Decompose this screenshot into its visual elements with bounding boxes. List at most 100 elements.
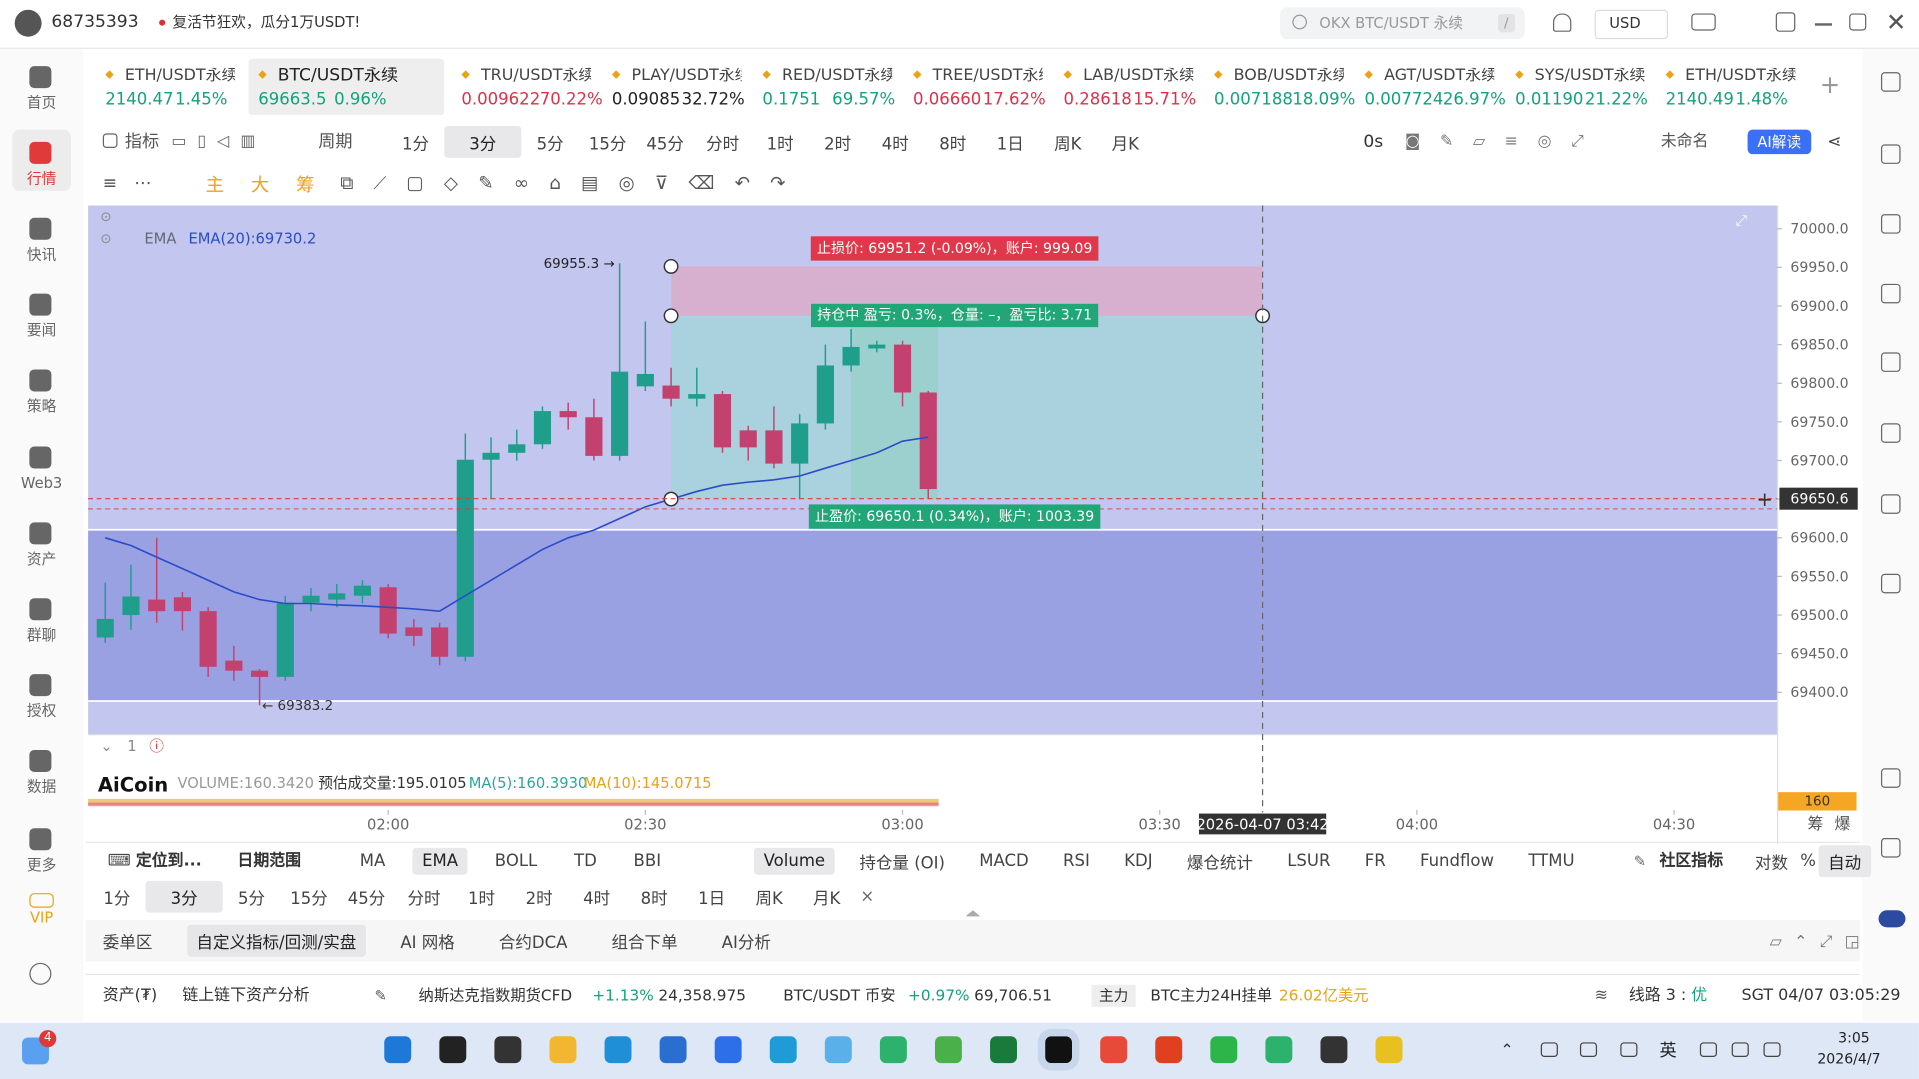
period[interactable]: 1日 (698, 889, 726, 909)
sidebar-label[interactable]: 要闻 (26, 321, 57, 339)
period[interactable]: 周K (1054, 134, 1082, 155)
period[interactable]: 月K (812, 889, 841, 909)
axis-extra[interactable]: 爆 (1834, 815, 1851, 834)
sidebar-icon[interactable] (29, 893, 54, 908)
line-label[interactable]: 线路 3 : (1628, 986, 1687, 1006)
draw-tool[interactable]: 主 (205, 173, 224, 196)
draw-tool[interactable]: 大 (250, 173, 270, 196)
taskbar-app[interactable] (384, 1036, 412, 1064)
ticker[interactable]: ◆ TREE/USDT永续 0.06660 17.62% (906, 59, 1057, 115)
right-icon[interactable] (1880, 573, 1901, 594)
assets[interactable]: 资产(₮) (102, 986, 158, 1006)
sub-indicator[interactable]: RSI (1063, 851, 1090, 872)
right-icon[interactable] (1880, 283, 1901, 304)
sub-indicator[interactable]: KDJ (1124, 851, 1153, 872)
period[interactable]: 3分 (444, 126, 522, 158)
bottom-tab[interactable]: 组合下单 (611, 933, 678, 954)
scale-option[interactable]: 对数 (1754, 853, 1788, 874)
fullscreen[interactable]: ⤢ (1735, 211, 1748, 229)
sidebar-label[interactable]: 数据 (26, 778, 57, 796)
sidebar-icon[interactable] (29, 66, 52, 89)
share-icon[interactable]: ⋖ (1827, 132, 1842, 152)
sub-indicator[interactable]: 爆仓统计 (1186, 853, 1253, 874)
indicators-button[interactable]: 指标 (124, 132, 160, 152)
draw-icons[interactable]: ⧉⟋▢◇✎∞⌂▤◎⊽⌫↶↷ (340, 171, 806, 194)
sub-indicator[interactable]: LSUR (1287, 851, 1331, 872)
tray-icon[interactable] (1620, 1042, 1638, 1058)
restore[interactable] (1849, 13, 1867, 31)
sidebar-icon[interactable] (29, 369, 52, 392)
scale-option[interactable]: 自动 (1818, 845, 1871, 878)
ticker[interactable]: ◆ ETH/USDT永续 2140.47 1.45% (98, 59, 249, 115)
period[interactable]: 8时 (640, 889, 668, 909)
sidebar-icon[interactable] (29, 522, 52, 545)
sidebar-icon[interactable] (29, 674, 52, 697)
taskbar-app[interactable] (879, 1036, 907, 1064)
taskbar-app[interactable] (494, 1036, 522, 1064)
period[interactable]: 1分 (401, 134, 429, 155)
sidebar-icon[interactable] (29, 217, 52, 240)
sidebar-icon[interactable] (29, 828, 52, 851)
sub-indicator[interactable]: MACD (979, 851, 1029, 872)
period[interactable]: 1日 (996, 134, 1024, 155)
sub-indicator[interactable]: Volume (753, 847, 835, 875)
scale-option[interactable]: % (1800, 851, 1816, 872)
asset-analysis[interactable]: 链上链下资产分析 (182, 986, 310, 1006)
tray-icon[interactable] (1540, 1042, 1558, 1058)
right-icon[interactable] (1878, 910, 1906, 928)
period-button[interactable]: 周期 (318, 132, 353, 152)
taskbar-app[interactable] (1155, 1036, 1183, 1064)
taskbar-app[interactable] (1320, 1036, 1348, 1064)
main-indicator[interactable]: MA (359, 851, 386, 872)
bottom-tab[interactable]: 自定义指标/回测/实盘 (186, 924, 367, 957)
window-icon[interactable] (1775, 12, 1796, 32)
period[interactable]: 5分 (536, 134, 564, 155)
tray-icon[interactable] (1699, 1042, 1717, 1058)
right-icon[interactable] (1880, 144, 1901, 164)
sidebar-label[interactable]: VIP (29, 908, 54, 927)
sidebar-icon[interactable] (29, 446, 52, 469)
add-ticker[interactable]: + (1819, 69, 1841, 100)
ticker[interactable]: ◆ RED/USDT永续 0.1751 69.57% (755, 59, 906, 115)
taskbar-app[interactable] (1375, 1036, 1403, 1064)
taskbar-app[interactable] (824, 1036, 852, 1064)
collapse[interactable]: ⌄ (100, 737, 113, 755)
taskbar-app[interactable] (1100, 1036, 1128, 1064)
bell-icon[interactable] (1553, 13, 1572, 32)
toolbar-icons[interactable]: ◙✎▱≡◎⤢ (1404, 132, 1604, 152)
minimize[interactable] (1814, 23, 1833, 26)
sidebar-label[interactable]: 首页 (26, 94, 57, 112)
period[interactable]: 1时 (766, 134, 794, 155)
collapse[interactable]: ⊙ (100, 208, 112, 225)
sub-indicator[interactable]: TTMU (1528, 851, 1575, 872)
ticker[interactable]: ◆ SYS/USDT永续 0.01190 21.22% (1508, 59, 1659, 115)
sidebar-label[interactable]: 行情 (26, 170, 57, 188)
main-indicator[interactable]: BBI (633, 851, 662, 872)
sidebar-label[interactable]: 快讯 (26, 245, 57, 264)
promo[interactable]: 复活节狂欢，瓜分1万USDT! (172, 13, 361, 31)
tray-icon[interactable] (1579, 1042, 1598, 1058)
ticker[interactable]: ◆ BTC/USDT永续 69663.5 0.96% (248, 58, 445, 115)
ticker[interactable]: ◆ AGT/USDT永续 0.007724 26.97% (1357, 59, 1508, 115)
tray-icon[interactable] (1763, 1042, 1781, 1058)
toolbar-icons[interactable]: ▭▯◁▥ (171, 132, 267, 152)
sidebar-icon[interactable] (29, 141, 52, 164)
period[interactable]: 15分 (588, 134, 627, 155)
currency-select[interactable] (1594, 9, 1669, 40)
taskbar-app[interactable] (769, 1036, 797, 1064)
period[interactable]: 15分 (290, 889, 328, 909)
ticker[interactable]: ◆ LAB/USDT永续 0.28618 15.71% (1056, 59, 1207, 115)
taskbar-app[interactable] (659, 1036, 687, 1064)
close[interactable]: ✕ (1885, 7, 1907, 37)
period[interactable]: 45分 (646, 134, 684, 155)
taskbar-app[interactable] (604, 1036, 632, 1064)
ticker[interactable]: ◆ TRU/USDT永续 0.009622 70.22% (454, 59, 605, 115)
tray-up[interactable]: ⌃ (1500, 1041, 1514, 1061)
sidebar-icon[interactable] (29, 293, 52, 316)
close-periods[interactable]: × (860, 886, 875, 907)
locate-button[interactable]: 定位到... (135, 852, 202, 871)
period[interactable]: 1分 (103, 889, 131, 909)
handle[interactable] (965, 910, 981, 917)
ticker[interactable]: ◆ ETH/USDT永续 2140.49 1.48% (1658, 59, 1809, 115)
period[interactable]: 1时 (468, 889, 496, 909)
